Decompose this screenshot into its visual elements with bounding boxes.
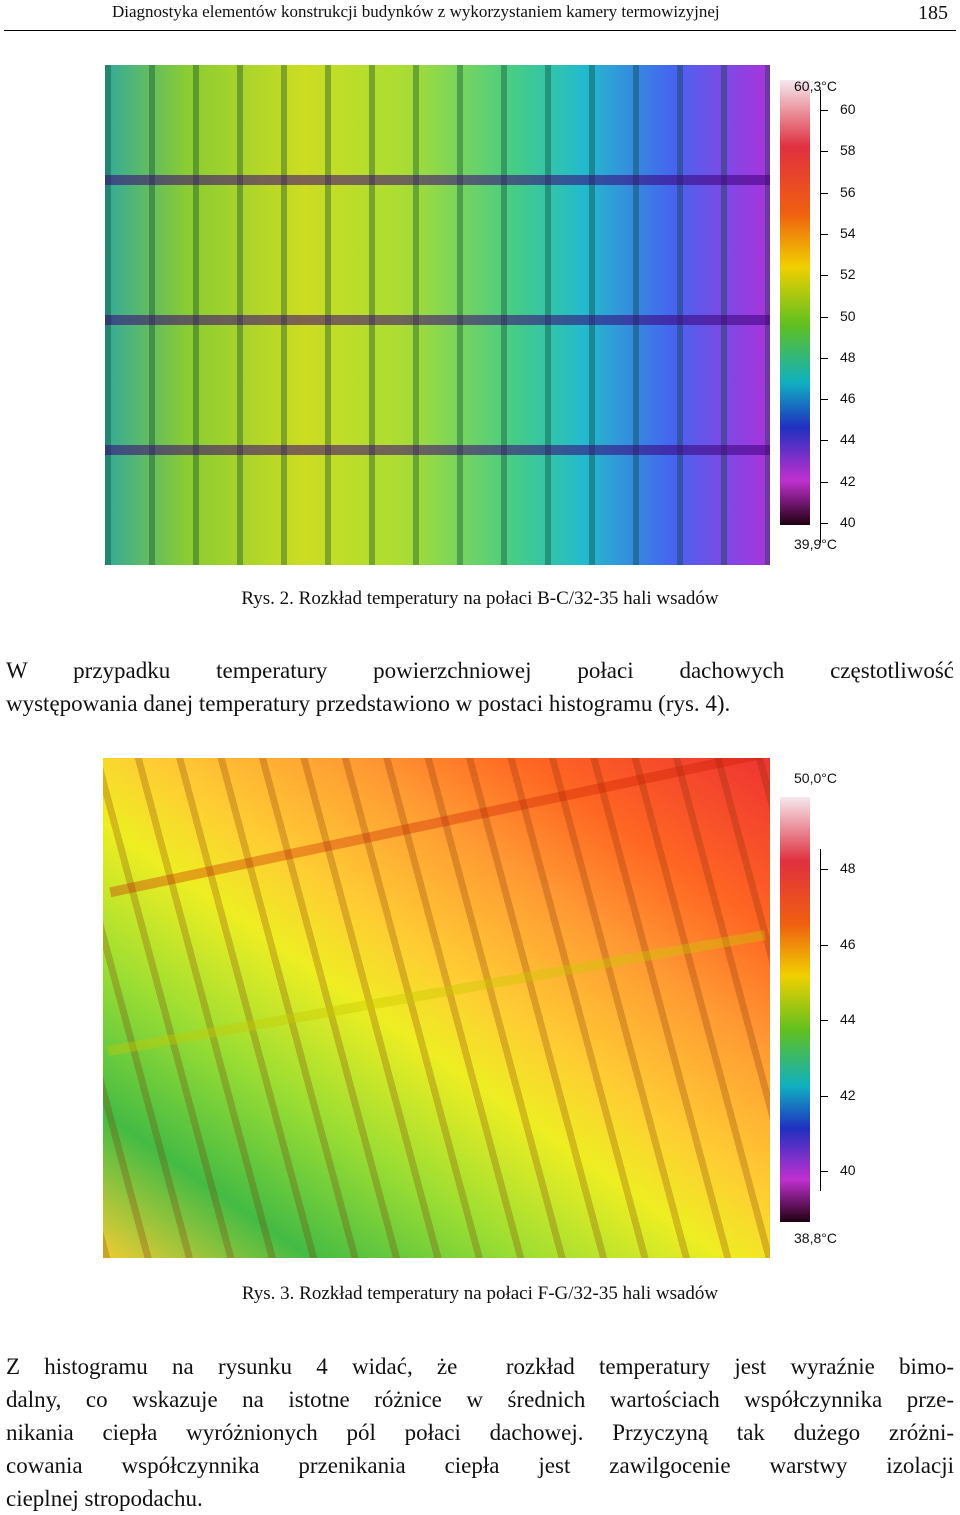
text-line: cowania współczynnika przenikania ciepła… [6, 1453, 954, 1478]
thermal-image [105, 65, 770, 565]
text-line: Z histogramu na rysunku 4 widać, że rozk… [6, 1354, 954, 1379]
scale-label: 42 [840, 472, 856, 489]
scale-min: 38,8°C [794, 1230, 837, 1246]
scale-label: 60 [840, 101, 856, 117]
scale-label: 46 [840, 935, 856, 952]
scale-tick [820, 481, 828, 483]
scale-tick [820, 316, 828, 318]
color-scale [780, 797, 810, 1222]
scale-tick [820, 1095, 828, 1097]
scale-tick [820, 440, 828, 442]
text-line: W przypadku temperatury powierzchniowej … [6, 658, 954, 683]
scale-tick [820, 869, 828, 870]
scale-tick [820, 275, 828, 277]
scale-label: 44 [840, 1011, 856, 1027]
scale-label: 52 [840, 266, 856, 283]
scale-tick [820, 110, 828, 111]
scale-axis [820, 849, 821, 1191]
text-line: cieplnej stropodachu. [6, 1486, 203, 1511]
scale-label: 42 [840, 1086, 856, 1103]
scale-label: 48 [840, 860, 856, 876]
page-number: 185 [918, 2, 948, 24]
scale-label: 50 [840, 307, 856, 324]
scale-label: 40 [840, 514, 856, 530]
scale-tick [820, 357, 828, 359]
scale-label: 40 [840, 1162, 856, 1178]
paragraph: W przypadku temperatury powierzchniowej … [6, 654, 954, 720]
scale-tick [820, 233, 828, 235]
text-line: nikania ciepła wyróżnionych pól połaci d… [6, 1420, 954, 1445]
running-title: Diagnostyka elementów konstrukcji budynk… [112, 2, 720, 21]
scale-min: 39,9°C [794, 536, 837, 552]
paragraph: Z histogramu na rysunku 4 widać, że rozk… [6, 1350, 954, 1515]
scale-tick [820, 523, 828, 524]
scale-label: 56 [840, 183, 856, 200]
scale-axis [820, 90, 821, 543]
scale-label: 48 [840, 348, 856, 365]
header-rule [4, 30, 956, 31]
scale-tick [820, 399, 828, 401]
thermal-image [103, 758, 770, 1258]
caption: Rys. 3. Rozkład temperatury na połaci F-… [241, 1283, 719, 1304]
scale-tick [820, 1020, 828, 1021]
text-line: występowania danej temperatury przedstaw… [6, 691, 731, 716]
scale-max: 60,3°C [794, 78, 837, 94]
scale-tick [820, 944, 828, 946]
scale-label: 58 [840, 142, 856, 159]
color-scale [780, 80, 810, 525]
scale-tick [820, 192, 828, 194]
scale-max: 50,0°C [794, 770, 837, 786]
scale-label: 44 [840, 431, 856, 448]
scale-tick [820, 1171, 828, 1172]
scale-label: 54 [840, 224, 856, 241]
caption: Rys. 2. Rozkład temperatury na połaci B-… [241, 588, 719, 609]
text-line: dalny, co wskazuje na istotne różnice w … [6, 1387, 954, 1412]
scale-tick [820, 151, 828, 153]
scale-label: 46 [840, 390, 856, 407]
